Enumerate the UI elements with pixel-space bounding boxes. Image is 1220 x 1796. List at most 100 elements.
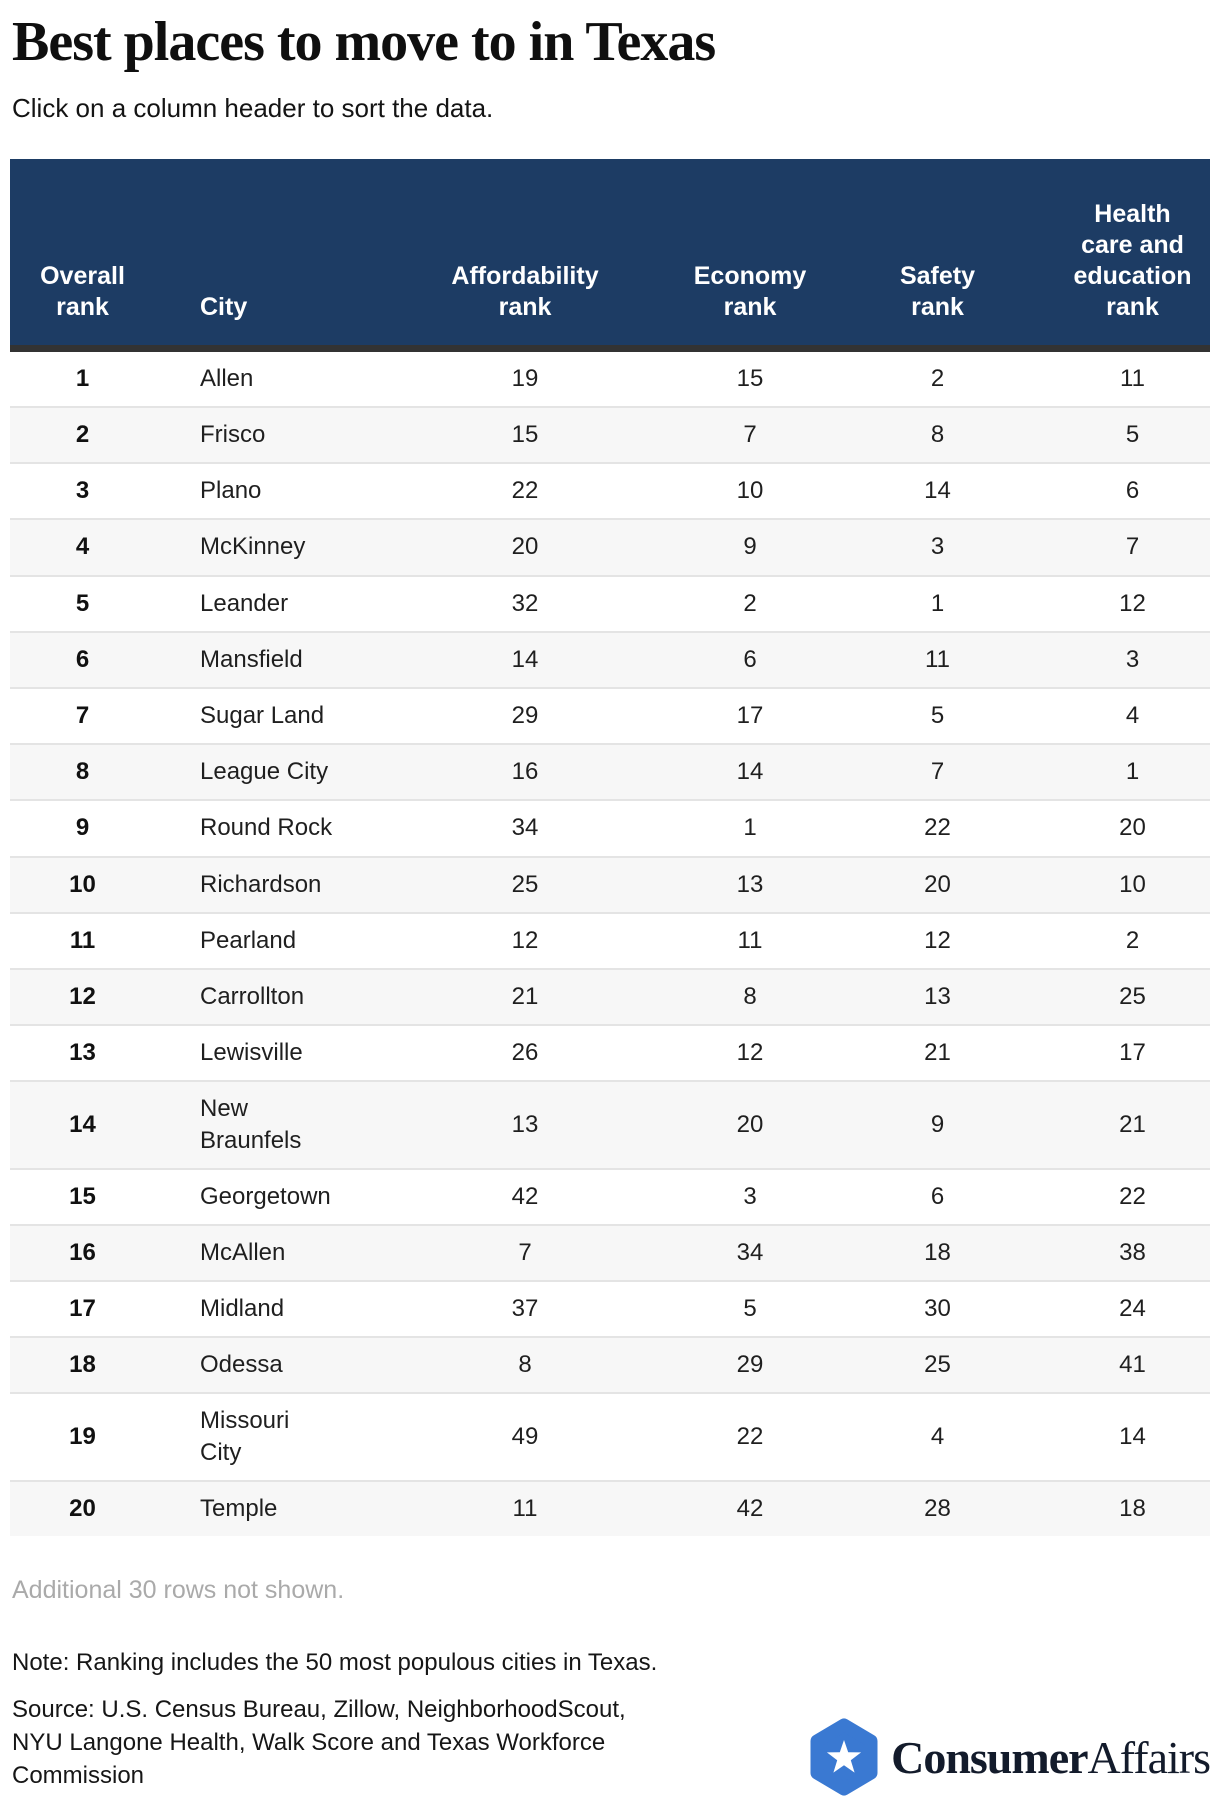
health_education_rank-cell: 20 <box>1055 799 1210 857</box>
overall_rank-cell: 19 <box>10 1392 155 1481</box>
table-row: 15 Georgetown 42 3 6 22 <box>10 1167 1210 1225</box>
table-row: 13 Lewisville 26 12 21 17 <box>10 1024 1210 1082</box>
table-row: 12 Carrollton 21 8 13 25 <box>10 967 1210 1026</box>
overall_rank-cell: 16 <box>10 1223 155 1282</box>
health_education_rank-cell: 38 <box>1055 1223 1210 1282</box>
safety_rank-cell: 14 <box>820 462 1055 520</box>
city-cell: New Braunfels <box>155 1080 370 1169</box>
overall_rank-cell: 12 <box>10 967 155 1026</box>
affordability_rank-cell: 7 <box>370 1223 680 1282</box>
health_education_rank-cell: 5 <box>1055 406 1210 464</box>
economy_rank-cell: 8 <box>680 967 820 1026</box>
affordability_rank-cell: 11 <box>370 1479 680 1537</box>
table-row: 20 Temple 11 42 28 18 <box>10 1479 1210 1537</box>
economy_rank-cell: 1 <box>680 799 820 857</box>
city-cell: Sugar Land <box>155 687 370 745</box>
column-header-overall_rank[interactable]: Overall rank <box>10 158 155 352</box>
economy_rank-cell: 20 <box>680 1080 820 1169</box>
affordability_rank-cell: 14 <box>370 630 680 689</box>
table-row: 5 Leander 32 2 1 12 <box>10 574 1210 632</box>
health_education_rank-cell: 2 <box>1055 911 1210 969</box>
column-header-city[interactable]: City <box>155 158 370 352</box>
table-body: 1 Allen 19 15 2 11 2 Frisco 15 7 8 5 3 Plano 22 10 14 6 4 M… <box>10 348 1210 1537</box>
health_education_rank-cell: 4 <box>1055 687 1210 745</box>
economy_rank-cell: 13 <box>680 855 820 913</box>
city-cell: Mansfield <box>155 630 370 689</box>
affordability_rank-cell: 34 <box>370 799 680 857</box>
safety_rank-cell: 9 <box>820 1080 1055 1169</box>
overall_rank-cell: 7 <box>10 687 155 745</box>
economy_rank-cell: 3 <box>680 1167 820 1225</box>
economy_rank-cell: 29 <box>680 1336 820 1394</box>
column-header-health_education_rank[interactable]: Health care and education rank <box>1055 158 1210 352</box>
page: Best places to move to in Texas Click on… <box>0 10 1220 1796</box>
safety_rank-cell: 18 <box>820 1223 1055 1282</box>
city-cell: Leander <box>155 574 370 632</box>
economy_rank-cell: 12 <box>680 1024 820 1082</box>
safety_rank-cell: 8 <box>820 406 1055 464</box>
table-row: 3 Plano 22 10 14 6 <box>10 462 1210 520</box>
table-row: 18 Odessa 8 29 25 41 <box>10 1336 1210 1394</box>
brand-wordmark: ConsumerAffairs <box>891 1731 1211 1784</box>
page-subtitle: Click on a column header to sort the dat… <box>12 93 494 124</box>
affordability_rank-cell: 22 <box>370 462 680 520</box>
table-row: 16 McAllen 7 34 18 38 <box>10 1223 1210 1282</box>
health_education_rank-cell: 24 <box>1055 1280 1210 1338</box>
safety_rank-cell: 7 <box>820 743 1055 801</box>
column-header-economy_rank[interactable]: Economy rank <box>680 158 820 352</box>
health_education_rank-cell: 22 <box>1055 1167 1210 1225</box>
city-cell: Round Rock <box>155 799 370 857</box>
economy_rank-cell: 6 <box>680 630 820 689</box>
table-row: 1 Allen 19 15 2 11 <box>10 348 1210 407</box>
city-cell: McAllen <box>155 1223 370 1282</box>
health_education_rank-cell: 41 <box>1055 1336 1210 1394</box>
safety_rank-cell: 2 <box>930 364 945 392</box>
health_education_rank-cell: 12 <box>1055 574 1210 632</box>
overall_rank-cell: 13 <box>10 1024 155 1082</box>
overall_rank-cell: 8 <box>10 743 155 801</box>
column-header-affordability_rank[interactable]: Affordability rank <box>370 158 680 352</box>
overall_rank-cell: 17 <box>10 1280 155 1338</box>
overall_rank-cell: 2 <box>10 406 155 464</box>
city-cell: Lewisville <box>155 1024 370 1082</box>
table-row: 7 Sugar Land 29 17 5 4 <box>10 687 1210 745</box>
economy_rank-cell: 34 <box>680 1223 820 1282</box>
economy_rank-cell: 11 <box>680 911 820 969</box>
health_education_rank-cell: 6 <box>1055 462 1210 520</box>
affordability_rank-cell: 42 <box>370 1167 680 1225</box>
city-cell: Georgetown <box>155 1167 370 1225</box>
safety_rank-cell: 25 <box>820 1336 1055 1394</box>
economy_rank-cell: 5 <box>680 1280 820 1338</box>
rankings-table: Overall rank City Affordability rank Econom… <box>10 158 1210 1537</box>
health_education_rank-cell: 11 <box>1120 364 1145 392</box>
table-row: 6 Mansfield 14 6 11 3 <box>10 630 1210 689</box>
affordability_rank-cell: 49 <box>370 1392 680 1481</box>
affordability_rank-cell: 8 <box>370 1336 680 1394</box>
health_education_rank-cell: 10 <box>1055 855 1210 913</box>
city-cell: Plano <box>155 462 370 520</box>
table-row: 19 Missouri City 49 22 4 14 <box>10 1392 1210 1481</box>
city-cell: McKinney <box>155 518 370 576</box>
column-header-safety_rank[interactable]: Safety rank <box>820 158 1055 352</box>
affordability_rank-cell: 20 <box>370 518 680 576</box>
table-row: 4 McKinney 20 9 3 7 <box>10 518 1210 576</box>
table-row: 2 Frisco 15 7 8 5 <box>10 406 1210 464</box>
table-row: 14 New Braunfels 13 20 9 21 <box>10 1080 1210 1169</box>
safety_rank-cell: 12 <box>820 911 1055 969</box>
ranking-note: Note: Ranking includes the 50 most popul… <box>12 1648 658 1676</box>
health_education_rank-cell: 17 <box>1055 1024 1210 1082</box>
economy_rank-cell: 2 <box>680 574 820 632</box>
economy_rank-cell: 14 <box>680 743 820 801</box>
affordability_rank-cell: 21 <box>370 967 680 1026</box>
economy_rank-cell: 15 <box>736 364 764 392</box>
affordability_rank-cell: 16 <box>370 743 680 801</box>
overall_rank-cell: 15 <box>10 1167 155 1225</box>
star-badge-icon <box>810 1718 878 1796</box>
economy_rank-cell: 7 <box>680 406 820 464</box>
overall_rank-cell: 5 <box>10 574 155 632</box>
health_education_rank-cell: 1 <box>1055 743 1210 801</box>
overall_rank-cell: 3 <box>10 462 155 520</box>
economy_rank-cell: 9 <box>680 518 820 576</box>
affordability_rank-cell: 37 <box>370 1280 680 1338</box>
overall_rank-cell: 1 <box>75 364 90 392</box>
